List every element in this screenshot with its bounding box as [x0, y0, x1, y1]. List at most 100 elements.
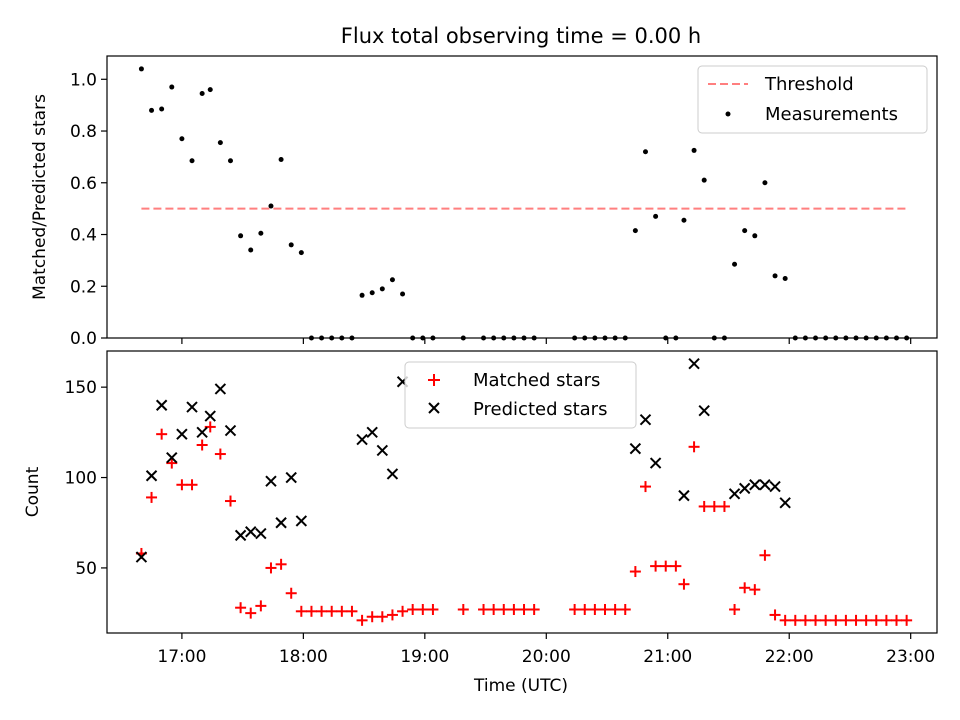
- matched-point-60: [799, 614, 811, 626]
- predicted-point-10: [234, 529, 247, 542]
- matched-point-14: [275, 558, 287, 570]
- matched-point-11: [245, 607, 257, 619]
- matched-point-10: [235, 602, 247, 614]
- predicted-point-6: [196, 426, 208, 439]
- x-tick-label-0: 17:00: [157, 647, 206, 667]
- ratio-panel: 0.0 0.2 0.4 0.6 0.8 1.0 Matched/Predicted sta…: [30, 55, 938, 349]
- matched-point-40: [599, 604, 611, 615]
- measurement-point-15: [288, 242, 294, 248]
- matched-point-61: [810, 614, 822, 626]
- x-tick-label-5: 22:00: [765, 647, 814, 667]
- matched-point-52: [718, 500, 730, 512]
- matched-point-53: [729, 604, 741, 615]
- x-tick-label-6: 23:00: [886, 647, 935, 667]
- measurement-point-8: [217, 140, 223, 146]
- x-tick-label-2: 19:00: [400, 647, 449, 667]
- legend-threshold-label: Threshold: [764, 74, 854, 95]
- x-tick-label-3: 20:00: [522, 647, 571, 667]
- predicted-point-16: [295, 515, 308, 527]
- matched-point-20: [336, 605, 348, 617]
- matched-point-51: [708, 500, 720, 512]
- legend-matched-swatch: [428, 374, 440, 386]
- ratio-y-axis-label: Matched/Predicted stars: [30, 94, 50, 300]
- ratio-y-axis-ticks: 0.0 0.2 0.4 0.6 0.8 1.0: [70, 70, 107, 349]
- matched-point-32: [488, 604, 500, 615]
- measurement-point-24: [379, 286, 385, 292]
- matched-point-1: [146, 491, 158, 503]
- matched-point-25: [386, 609, 398, 621]
- legend-predicted-label: Predicted stars: [473, 399, 607, 420]
- matched-point-5: [186, 479, 198, 491]
- measurement-point-6: [199, 91, 205, 97]
- count-plot-frame: [106, 350, 938, 634]
- matched-point-62: [820, 614, 832, 626]
- matched-point-17: [305, 605, 317, 617]
- measurement-point-57: [772, 273, 778, 279]
- measurement-point-3: [169, 84, 175, 90]
- predicted-point-9: [224, 424, 237, 437]
- ratio-plot-frame: [106, 55, 938, 339]
- matched-point-27: [407, 604, 419, 615]
- matched-point-58: [779, 614, 791, 626]
- measurement-point-25: [389, 277, 395, 283]
- matched-point-59: [789, 614, 801, 626]
- predicted-point-33: [779, 497, 791, 509]
- matched-point-42: [619, 604, 631, 615]
- chart-title: Flux total observing time = 0.00 h: [341, 24, 701, 48]
- predicted-point-29: [738, 482, 751, 495]
- predicted-point-17: [356, 433, 368, 446]
- predicted-point-32: [769, 480, 781, 493]
- y-tick-label-2: 0.4: [70, 226, 97, 246]
- matched-point-8: [214, 448, 226, 460]
- measurement-point-12: [258, 230, 264, 236]
- y-tick-label-5: 1.0: [70, 70, 97, 90]
- ratio-x-axis-ticks: [181, 338, 912, 344]
- predicted-point-26: [688, 357, 700, 370]
- predicted-point-25: [678, 489, 690, 502]
- y-tick-label-1: 100: [65, 469, 97, 489]
- x-axis-label: Time (UTC): [473, 676, 568, 696]
- predicted-point-27: [698, 404, 710, 417]
- measurement-point-44: [642, 149, 648, 155]
- matched-point-35: [518, 604, 530, 615]
- predicted-point-13: [265, 475, 277, 487]
- ratio-legend: Threshold Measurements: [697, 65, 928, 134]
- matched-point-22: [356, 614, 368, 626]
- matched-point-41: [609, 604, 621, 615]
- count-legend-box: [404, 361, 637, 429]
- matched-point-13: [265, 562, 277, 574]
- predicted-point-28: [728, 488, 741, 500]
- legend-measurements-swatch: [725, 111, 731, 117]
- legend-matched-label: Matched stars: [473, 370, 600, 391]
- measurement-point-14: [278, 156, 284, 162]
- matched-point-49: [688, 441, 700, 453]
- measurement-point-9: [227, 158, 233, 164]
- predicted-point-24: [649, 457, 662, 469]
- matched-point-46: [660, 560, 672, 572]
- ratio-legend-box: [697, 65, 928, 134]
- count-legend: Matched stars Predicted stars: [404, 361, 637, 429]
- predicted-point-0: [135, 551, 148, 563]
- measurement-point-54: [742, 228, 748, 234]
- matched-point-43: [629, 566, 641, 578]
- matched-point-24: [376, 611, 388, 623]
- matched-point-39: [589, 604, 601, 615]
- matched-point-12: [255, 600, 267, 612]
- matched-point-9: [224, 495, 236, 507]
- predicted-point-5: [186, 401, 198, 413]
- matched-point-2: [156, 428, 168, 440]
- predicted-point-30: [749, 479, 761, 491]
- matched-point-67: [870, 614, 882, 626]
- matched-point-70: [901, 614, 913, 626]
- matched-point-57: [769, 609, 781, 621]
- matched-point-26: [397, 605, 409, 617]
- predicted-point-2: [155, 399, 168, 411]
- matched-point-31: [478, 604, 490, 615]
- measurement-point-10: [238, 233, 244, 239]
- measurement-point-4: [179, 136, 185, 142]
- predicted-point-7: [204, 410, 216, 422]
- measurement-point-55: [752, 233, 758, 239]
- measurement-point-56: [762, 180, 768, 186]
- measurement-point-26: [400, 291, 406, 297]
